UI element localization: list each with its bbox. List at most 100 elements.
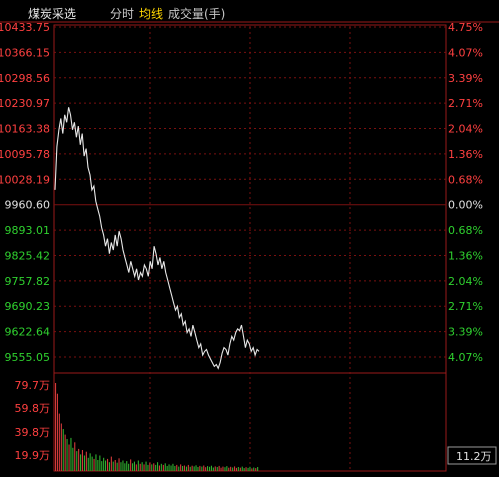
price-tick-label: 10163.38 (0, 123, 50, 136)
volume-bar (126, 461, 128, 471)
volume-bar (199, 465, 201, 471)
volume-bar (234, 466, 236, 471)
volume-bar (110, 456, 112, 471)
percent-tick-label: 2.71% (448, 300, 483, 313)
volume-bar (80, 454, 82, 471)
volume-bar (257, 467, 259, 471)
price-tick-label: 9825.42 (5, 249, 51, 262)
price-tick-label: 9757.82 (5, 275, 51, 288)
volume-bar (137, 460, 139, 471)
volume-bar (145, 461, 147, 471)
price-tick-label: 9893.01 (5, 224, 51, 237)
volume-bar (210, 465, 212, 471)
chart-frame (0, 21, 499, 472)
volume-bar (205, 467, 207, 471)
volume-bar (108, 462, 110, 471)
volume-bar (64, 434, 66, 471)
volume-bar (143, 464, 145, 471)
volume-bar (241, 466, 243, 471)
volume-bar (187, 464, 189, 471)
volume-bar (107, 458, 109, 471)
volume-bar (228, 467, 230, 471)
volume-bar (220, 467, 222, 471)
volume-readout: 11.2万 (447, 446, 497, 465)
volume-bar (87, 457, 89, 471)
volume-bar (133, 461, 135, 471)
volume-bar (224, 467, 226, 471)
volume-bar (209, 466, 211, 471)
volume-bar (249, 466, 251, 471)
volume-bar (164, 463, 166, 471)
volume-bar (149, 462, 151, 471)
volume-bar (99, 455, 101, 471)
volume-bar (232, 467, 234, 471)
volume-bar (62, 429, 64, 471)
price-tick-label: 10095.78 (0, 148, 50, 161)
volume-bar (212, 467, 214, 471)
percent-axis-labels: 4.75% 4.07% 3.39% 2.71% 2.04% 1.36% 0.68% 0.00%… (448, 21, 483, 364)
volume-bar (101, 461, 103, 471)
volume-bar (81, 450, 83, 471)
volume-readout-box (447, 446, 497, 465)
volume-bar (243, 468, 245, 471)
volume-bar (203, 465, 205, 471)
volume-bar (120, 462, 122, 471)
volume-bar (158, 465, 160, 471)
price-tick-label: 9690.23 (5, 300, 51, 313)
volume-bar (180, 464, 182, 471)
volume-bar (56, 393, 58, 471)
volume-bar (230, 466, 232, 471)
volume-bar (207, 466, 209, 471)
volume-bar (76, 451, 78, 471)
volume-bar (114, 460, 116, 471)
chart-header: 煤炭采选 分时 均线 成交量(手) (28, 6, 225, 21)
volume-bar (135, 464, 137, 471)
volume-bar (153, 463, 155, 471)
price-tick-label: 9555.05 (5, 351, 51, 364)
volume-bar (132, 463, 134, 471)
tab-moving-average[interactable]: 均线 (139, 7, 163, 21)
volume-bar (174, 466, 176, 471)
volume-bar (255, 468, 257, 471)
volume-bar (201, 466, 203, 471)
tab-timeshare[interactable]: 分时 (110, 7, 134, 21)
volume-bar (253, 467, 255, 471)
volume-bars (55, 383, 259, 471)
tab-volume[interactable]: 成交量(手) (168, 6, 225, 21)
volume-bar (151, 464, 153, 471)
volume-bar (139, 463, 141, 471)
price-tick-label: 10433.75 (0, 21, 50, 34)
volume-bar (130, 459, 132, 471)
volume-bar (172, 463, 174, 471)
volume-bar (91, 456, 93, 471)
volume-bar (193, 466, 195, 471)
price-tick-label: 10230.97 (0, 97, 50, 110)
volume-bar (147, 464, 149, 471)
volume-bar (55, 383, 57, 471)
volume-bar (235, 467, 237, 471)
percent-tick-label: 0.68% (448, 224, 483, 237)
volume-bar (178, 466, 180, 471)
volume-bar (72, 447, 74, 471)
price-axis-labels: 10433.75 10366.15 10298.56 10230.97 10163.38… (0, 21, 50, 364)
price-tick-label: 10298.56 (0, 72, 50, 85)
volume-bar (112, 461, 114, 471)
volume-bar (245, 467, 247, 471)
volume-axis-labels: 79.7万 59.8万 39.8万 19.9万 (15, 379, 51, 462)
percent-tick-label: 2.04% (448, 123, 483, 136)
volume-bar (116, 462, 118, 471)
volume-tick-label: 39.8万 (15, 426, 51, 439)
volume-bar (103, 457, 105, 471)
volume-bar (157, 462, 159, 471)
volume-bar (162, 464, 164, 471)
volume-bar (70, 437, 72, 471)
volume-bar (85, 451, 87, 471)
volume-bar (83, 455, 85, 471)
volume-tick-label: 59.8万 (15, 402, 51, 415)
percent-tick-label: 3.39% (448, 72, 483, 85)
volume-bar (239, 467, 241, 471)
volume-bar (155, 464, 157, 471)
volume-bar (74, 442, 76, 471)
volume-bar (185, 466, 187, 471)
volume-bar (166, 466, 168, 471)
